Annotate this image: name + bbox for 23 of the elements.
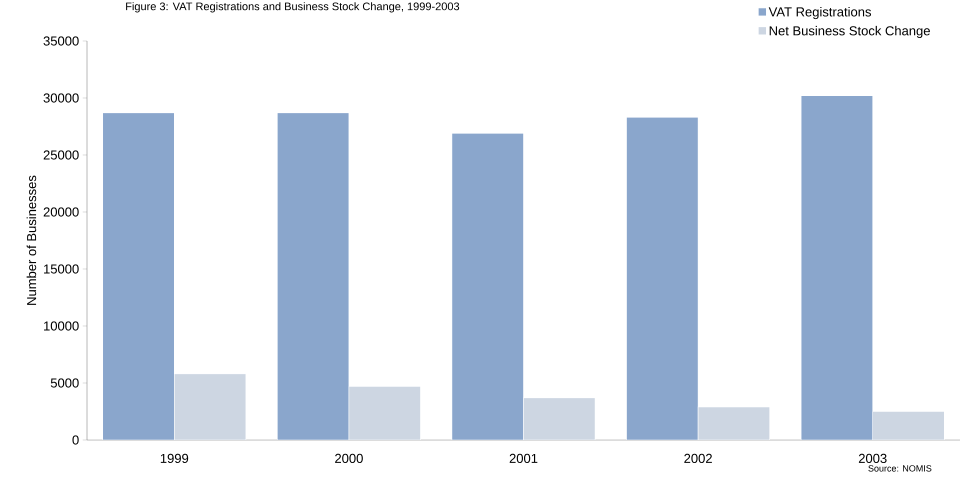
chart-title: Figure 3: VAT Registrations and Business Stock Change, 1999-2003 <box>126 2 460 12</box>
y-tick-label: 20000 <box>44 207 79 217</box>
bar <box>872 411 945 440</box>
bar <box>698 406 770 440</box>
y-tick-label: 15000 <box>44 264 79 274</box>
bar <box>523 398 596 440</box>
y-tick-label: 35000 <box>44 36 79 46</box>
x-tick-label: 2000 <box>335 454 363 464</box>
x-tick-label: 2003 <box>858 454 887 464</box>
y-tick-label: 25000 <box>44 150 79 160</box>
legend-label: Net Business Stock Change <box>770 26 930 38</box>
y-tick-label: 30000 <box>44 93 79 103</box>
y-axis-title: Number of Businesses <box>26 176 36 305</box>
x-tick-label: 1999 <box>160 454 188 464</box>
bar <box>174 374 246 440</box>
x-tick-label: 2001 <box>510 454 538 464</box>
bar <box>348 386 421 440</box>
legend-label: VAT Registrations <box>768 6 872 20</box>
x-tick-label: 2002 <box>684 454 712 464</box>
y-tick-label: 5000 <box>50 378 79 388</box>
source-note: Source: NOMIS <box>868 465 932 472</box>
y-tick-label: 0 <box>72 435 79 445</box>
y-tick-label: 10000 <box>44 321 79 331</box>
